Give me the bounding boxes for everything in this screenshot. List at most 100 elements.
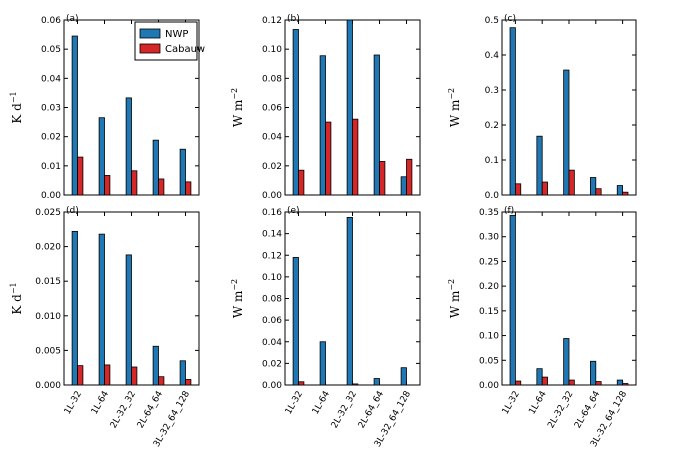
bar-nwp-2l-32-32: [563, 338, 570, 386]
bar-nwp-2l-64-64: [590, 177, 597, 196]
bar-cabauw-2l-32-32: [131, 366, 138, 386]
y-tick-label: 0.03: [41, 104, 61, 114]
y-axis-label: W m−2: [447, 279, 462, 318]
bar-cabauw-2l-32-32: [131, 170, 138, 196]
y-tick-label: 0.12: [262, 16, 282, 26]
bar-cabauw-1l-32: [298, 169, 305, 196]
y-tick-label: 0.4: [485, 51, 500, 61]
bar-nwp-1l-32: [292, 29, 299, 196]
y-axis-label: K d−1: [9, 91, 24, 123]
y-tick-label: 0.08: [262, 295, 282, 305]
y-tick-label: 0.10: [262, 273, 282, 283]
y-tick-label: 0.000: [35, 381, 61, 391]
x-tick-label: 2L-32_32: [546, 390, 575, 431]
bar-nwp-1l-64: [98, 117, 105, 196]
panel-label: (b): [287, 14, 300, 24]
bar-cabauw-3l-32-64-128: [622, 383, 629, 386]
y-tick-label: 0.15: [479, 307, 499, 317]
bar-nwp-2l-32-32: [125, 97, 132, 196]
bar-cabauw-2l-32-32: [352, 118, 359, 196]
legend: NWP Cabauw: [134, 21, 205, 61]
bar-nwp-3l-32-64-128: [400, 176, 407, 196]
legend-swatch-cabauw: [139, 43, 161, 54]
panel-d: 0.000 0.005 0.010 0.015 0.020 0.025 K d−1 (d) 1L…: [9, 206, 200, 449]
bar-cabauw-2l-32-32: [568, 169, 575, 196]
bar-cabauw-2l-64-64: [595, 188, 602, 196]
bar-nwp-2l-32-32: [346, 19, 353, 196]
y-tick-label: 0.04: [262, 133, 282, 143]
y-tick-label: 0.08: [262, 74, 282, 84]
legend-label-nwp: NWP: [165, 29, 188, 40]
bar-nwp-1l-32: [509, 215, 516, 386]
bar-cabauw-3l-32-64-128: [185, 181, 192, 196]
panel-label: (d): [66, 206, 79, 216]
x-tick-label: 1L-32: [284, 390, 305, 417]
bar-cabauw-1l-64: [104, 364, 111, 386]
bar-nwp-3l-32-64-128: [616, 185, 623, 196]
bar-nwp-2l-32-32: [563, 69, 570, 196]
bar-nwp-1l-64: [319, 341, 326, 386]
y-tick-label: 0.00: [262, 191, 282, 201]
y-tick-label: 0.12: [262, 251, 282, 261]
x-tick-label: 2L-32_32: [109, 390, 138, 431]
bar-nwp-1l-64: [536, 135, 543, 196]
legend-swatch-nwp: [139, 28, 161, 39]
bar-cabauw-2l-64-64: [379, 161, 386, 196]
bar-cabauw-1l-64: [325, 121, 332, 196]
y-tick-label: 0.02: [262, 162, 282, 172]
x-tick-label: 1L-32: [63, 390, 84, 417]
bar-cabauw-1l-64: [541, 376, 548, 386]
y-tick-label: 0.05: [41, 45, 61, 55]
y-tick-label: 0.005: [35, 346, 61, 356]
y-axis-label: W m−2: [230, 279, 245, 318]
bar-cabauw-2l-64-64: [158, 376, 165, 386]
bar-nwp-3l-32-64-128: [400, 367, 407, 386]
bar-nwp-2l-32-32: [346, 217, 353, 386]
y-tick-label: 0.2: [485, 121, 499, 131]
y-tick-label: 0.10: [479, 332, 499, 342]
y-tick-label: 0.10: [262, 45, 282, 55]
x-tick-label: 2L-32_32: [330, 390, 359, 431]
y-tick-label: 0.14: [262, 230, 282, 240]
y-tick-label: 0.04: [262, 338, 282, 348]
bar-nwp-1l-32: [71, 35, 78, 196]
bar-cabauw-1l-32: [77, 365, 84, 386]
bar-nwp-1l-64: [319, 55, 326, 196]
bar-cabauw-2l-32-32: [352, 383, 359, 386]
panel-label: (e): [287, 206, 300, 216]
bar-nwp-2l-64-64: [373, 54, 380, 196]
y-tick-label: 0.020: [35, 243, 61, 253]
y-tick-label: 0.06: [262, 316, 282, 326]
x-tick-label: 2L-64_64: [357, 389, 386, 430]
y-tick-label: 0.06: [262, 104, 282, 114]
panel-f: 0.00 0.05 0.10 0.15 0.20 0.25 0.30 0.35 W m−2 (f)…: [447, 206, 637, 449]
y-tick-label: 0.025: [35, 208, 61, 218]
bar-cabauw-1l-32: [298, 381, 305, 386]
bar-nwp-2l-32-32: [125, 254, 132, 386]
y-tick-label: 0.00: [479, 381, 499, 391]
panel-label: (f): [504, 206, 514, 216]
x-tick-label: 1L-64: [90, 389, 111, 416]
x-tick-label: 2L-64_64: [136, 389, 165, 430]
y-tick-label: 0.00: [262, 381, 282, 391]
bar-cabauw-1l-64: [541, 181, 548, 196]
y-tick-label: 0.010: [35, 312, 61, 322]
bar-cabauw-2l-32-32: [568, 379, 575, 386]
y-tick-label: 0.04: [41, 74, 61, 84]
bar-cabauw-1l-32: [515, 183, 522, 196]
y-tick-label: 0.01: [41, 162, 61, 172]
y-tick-label: 0.05: [479, 356, 499, 366]
bar-nwp-1l-32: [71, 230, 78, 386]
panel-c: 0.0 0.1 0.2 0.3 0.4 0.5 W m−2 (c): [447, 14, 637, 201]
y-tick-label: 0.06: [41, 16, 61, 26]
bar-nwp-2l-64-64: [152, 139, 159, 196]
bar-nwp-2l-64-64: [373, 378, 380, 386]
bar-cabauw-1l-32: [77, 156, 84, 196]
panel-e: 0.00 0.02 0.04 0.06 0.08 0.10 0.12 0.14 0.16 W m−…: [230, 206, 421, 449]
y-tick-label: 0.35: [479, 208, 499, 218]
x-tick-label: 2L-64_64: [573, 389, 602, 430]
bar-nwp-3l-32-64-128: [179, 148, 186, 196]
y-tick-label: 0.0: [485, 191, 500, 201]
y-tick-label: 0.02: [41, 133, 61, 143]
